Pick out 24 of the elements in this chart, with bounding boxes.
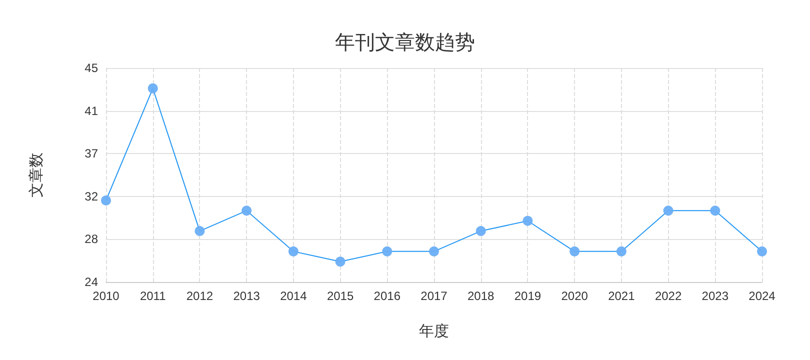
x-tick-label: 2023 (702, 289, 729, 303)
x-tick-label: 2013 (233, 289, 260, 303)
y-axis-title: 文章数 (28, 152, 45, 198)
x-tick-label: 2018 (468, 289, 495, 303)
x-tick-label: 2021 (608, 289, 636, 303)
y-tick-label: 24 (84, 275, 98, 289)
x-tick-label: 2022 (654, 289, 682, 303)
x-tick-label: 2016 (374, 289, 401, 303)
chart-title: 年刊文章数趋势 (335, 32, 475, 54)
x-tick-label: 2014 (280, 289, 308, 303)
x-tick-label: 2019 (514, 289, 542, 303)
y-tick-label: 32 (84, 189, 98, 204)
y-tick-label: 41 (84, 104, 98, 118)
x-tick-label: 2024 (748, 289, 776, 303)
x-tick-label: 2012 (186, 289, 214, 303)
x-tick-label: 2015 (326, 289, 354, 303)
y-tick-label: 37 (84, 146, 98, 161)
y-tick-label: 28 (84, 232, 98, 246)
x-tick-label: 2020 (561, 289, 588, 303)
x-tick-label: 2010 (92, 289, 120, 303)
x-tick-label: 2011 (140, 289, 166, 303)
x-tick-label: 2017 (420, 289, 448, 303)
x-axis-title: 年度 (419, 323, 449, 340)
y-tick-label: 45 (84, 61, 98, 75)
